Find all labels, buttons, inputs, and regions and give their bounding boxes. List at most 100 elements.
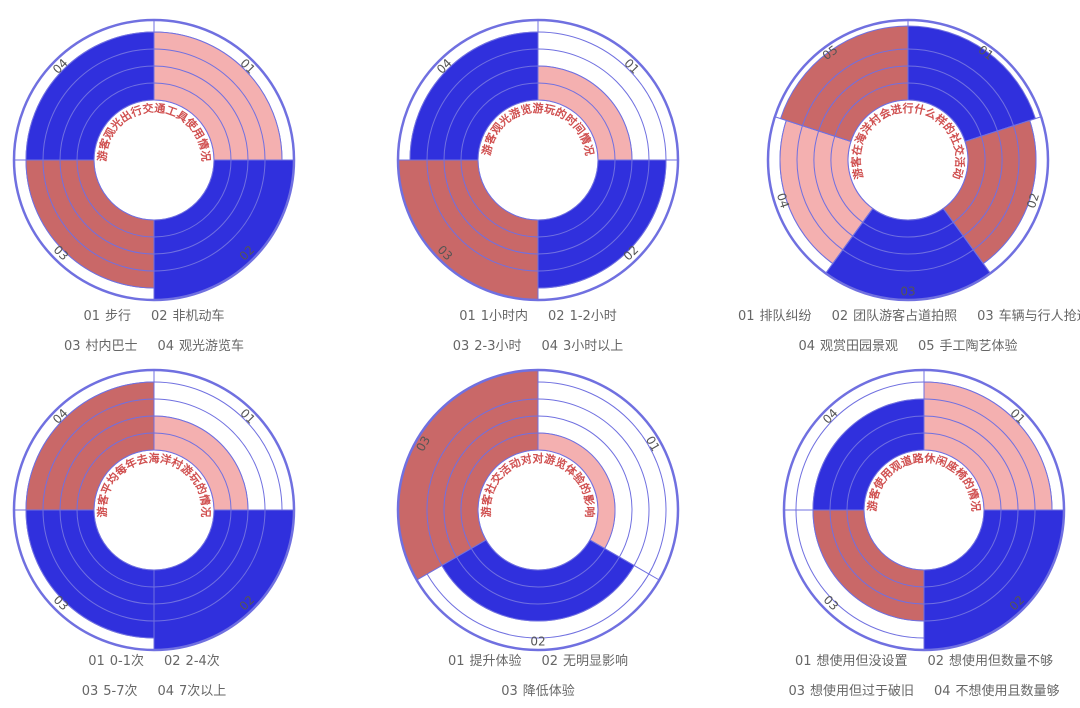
legend-item: 03 2-3小时 [453,332,522,362]
legend-row: 03 想使用但过于破旧 04 不想使用且数量够 [744,677,1080,707]
sector-grid-arc [830,136,864,223]
legend-item-id: 03 [81,684,99,699]
legend-row: 04 观赏田园景观 05 手工陶艺体验 [728,332,1080,362]
sector-05 [779,25,909,143]
legend-item-id: 04 [157,684,175,699]
sector-01 [537,432,616,550]
sector-04 [409,31,539,161]
sector-divider [964,116,1042,142]
sector-02 [537,159,667,289]
sector-grid-arc [923,509,1036,622]
outer-ring [396,368,680,652]
sector-grid-arc [846,509,925,588]
sector-grid-arc [153,159,249,255]
sector-id-label: 03 [821,593,842,614]
outer-ring [12,368,296,652]
legend-row: 03 村内巴士 04 观光游览车 [0,332,334,362]
legend-item-label: 观赏田园景观 [819,339,898,354]
sector-grid-arc [443,415,539,558]
legend-row: 01 提升体验 02 无明显影响 [358,647,718,677]
legend-item-id: 04 [157,339,175,354]
legend-item-label: 排队纠纷 [759,309,812,324]
legend-item-label: 想使用但数量不够 [949,654,1054,669]
sector-grid-arc [923,398,1036,511]
legend-item: 03 车辆与行人抢道 [977,302,1080,332]
legend-item-label: 7次以上 [179,684,227,699]
sector-grid-arc [426,159,539,272]
sector-grid-arc [923,509,1019,605]
legend: 01 想使用但没设置 02 想使用但数量不够 03 想使用但过于破旧 04 不想使用且数量够 [744,647,1080,707]
grid-ring [477,449,599,571]
legend-item: 04 7次以上 [157,677,226,707]
legend-item: 01 想使用但没设置 [795,647,908,677]
sector-grid-arc [846,432,925,511]
legend-item-label: 1-2小时 [569,309,617,324]
legend-row: 03 5-7次 04 7次以上 [0,677,334,707]
legend-item-id: 01 [447,654,465,669]
legend-item: 04 不想使用且数量够 [934,677,1060,707]
legend-row: 01 0-1次 02 2-4次 [0,647,334,677]
sector-grid-arc [59,159,155,255]
legend-item: 03 降低体验 [501,677,575,707]
sector-id-label: 01 [621,56,642,77]
sector-grid-arc [537,82,616,161]
outer-ring [766,18,1050,302]
sector-grid-arc [153,509,232,588]
legend-item-id: 04 [934,684,951,699]
legend-item-id: 04 [541,339,559,354]
sector-grid-arc [801,48,909,126]
sector-grid-arc [59,509,155,605]
legend-item-id: 02 [548,309,565,324]
sector-grid-arc [923,432,1002,511]
sector-grid-arc [952,136,986,223]
sector-grid-arc [907,48,1015,126]
legend-item-id: 05 [918,339,935,354]
legend-item: 05 手工陶艺体验 [918,332,1018,362]
legend-item-id: 03 [501,684,518,699]
sector-grid-arc [42,159,155,272]
legend-item: 04 3小时以上 [541,332,623,362]
legend-item-id: 03 [977,309,994,324]
legend-item-label: 村内巴士 [85,339,138,354]
legend-row: 01 想使用但没设置 02 想使用但数量不够 [744,647,1080,677]
outer-ring [782,368,1066,652]
sector-grid-arc [76,432,155,511]
legend-item-label: 0-1次 [109,654,144,669]
grid-ring [847,99,969,221]
outer-ring [396,18,680,302]
sector-grid-arc [153,48,266,161]
sector-grid-arc [460,82,539,161]
sector-01 [923,381,1053,511]
legend-item: 01 排队纠纷 [738,302,812,332]
legend-item: 02 无明显影响 [542,647,629,677]
sector-02 [153,509,295,651]
sector-grid-arc [153,509,249,605]
sector-04 [779,119,874,265]
sector-grid-arc [42,48,155,161]
sector-grid-arc [829,509,925,605]
sector-grid-arc [153,82,232,161]
legend-item-id: 04 [798,339,815,354]
sector-grid-arc [426,398,539,566]
sector-divider [774,116,852,142]
sector-03 [397,369,539,581]
sector-id-label: 04 [820,406,841,427]
sector-grid-arc [443,159,539,255]
sector-grid-arc [862,221,954,238]
sector-03 [812,509,925,622]
legend-item-label: 3小时以上 [563,339,624,354]
sector-grid-arc [852,235,964,255]
legend-item-label: 降低体验 [522,684,575,699]
sector-grid-arc [76,82,155,161]
sector-grid-arc [153,65,249,161]
legend-item: 03 5-7次 [82,677,138,707]
sector-04 [25,381,155,511]
sector-id-label: 01 [643,434,663,454]
legend-item-id: 01 [738,309,755,324]
sector-id-label: 02 [1024,191,1042,210]
sector-id-label: 04 [774,191,792,210]
